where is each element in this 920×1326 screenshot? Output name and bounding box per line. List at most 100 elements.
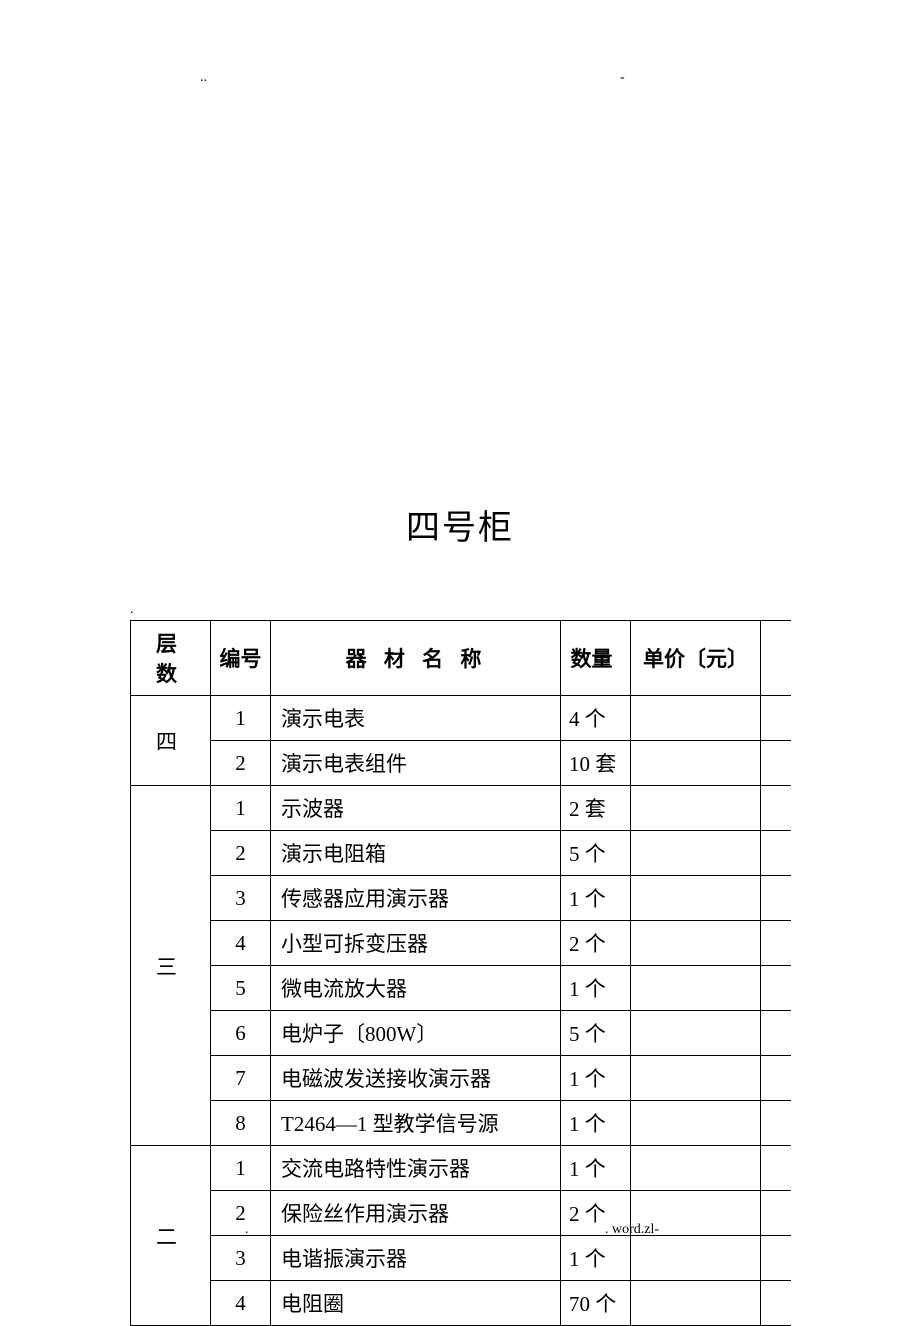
cell-qty: 2 个 bbox=[561, 921, 631, 966]
cell-level: 三 bbox=[131, 786, 211, 1146]
cell-extra bbox=[761, 966, 791, 1011]
cell-name: 示波器 bbox=[271, 786, 561, 831]
cell-price bbox=[631, 921, 761, 966]
inventory-table: 层 数 编号 器 材 名 称 数量 单价〔元〕 四1演示电表4 个2演示电表组件… bbox=[130, 620, 791, 1326]
cell-qty: 70 个 bbox=[561, 1281, 631, 1326]
table-row: 2保险丝作用演示器2 个 bbox=[131, 1191, 791, 1236]
cell-price bbox=[631, 1101, 761, 1146]
cell-qty: 10 套 bbox=[561, 741, 631, 786]
cell-qty: 1 个 bbox=[561, 876, 631, 921]
table-row: 4电阻圈70 个 bbox=[131, 1281, 791, 1326]
table-row: 二1交流电路特性演示器1 个 bbox=[131, 1146, 791, 1191]
cell-name: 电阻圈 bbox=[271, 1281, 561, 1326]
header-dot-right: - bbox=[620, 70, 625, 86]
cell-price bbox=[631, 696, 761, 741]
cell-name: 微电流放大器 bbox=[271, 966, 561, 1011]
cell-extra bbox=[761, 1191, 791, 1236]
cell-num: 2 bbox=[211, 1191, 271, 1236]
header-name: 器 材 名 称 bbox=[271, 621, 561, 696]
table-row: 8T2464—1 型教学信号源1 个 bbox=[131, 1101, 791, 1146]
cell-name: 传感器应用演示器 bbox=[271, 876, 561, 921]
cell-level: 二 bbox=[131, 1146, 211, 1326]
cell-name: 交流电路特性演示器 bbox=[271, 1146, 561, 1191]
footer-text: . word.zl- bbox=[605, 1222, 659, 1238]
cell-name: 演示电表组件 bbox=[271, 741, 561, 786]
cell-num: 4 bbox=[211, 921, 271, 966]
cell-num: 1 bbox=[211, 1146, 271, 1191]
cell-qty: 1 个 bbox=[561, 1236, 631, 1281]
cell-extra bbox=[761, 1146, 791, 1191]
cell-name: T2464—1 型教学信号源 bbox=[271, 1101, 561, 1146]
dot-above-table: . bbox=[130, 602, 134, 618]
cell-qty: 5 个 bbox=[561, 1011, 631, 1056]
inventory-table-container: 层 数 编号 器 材 名 称 数量 单价〔元〕 四1演示电表4 个2演示电表组件… bbox=[130, 620, 791, 1326]
cell-num: 3 bbox=[211, 1236, 271, 1281]
cell-qty: 4 个 bbox=[561, 696, 631, 741]
cell-num: 1 bbox=[211, 786, 271, 831]
cell-qty: 1 个 bbox=[561, 1101, 631, 1146]
header-dot-left: .. bbox=[200, 70, 207, 86]
cell-extra bbox=[761, 921, 791, 966]
cell-extra bbox=[761, 786, 791, 831]
footer-dot: . bbox=[245, 1222, 249, 1238]
cell-price bbox=[631, 1281, 761, 1326]
cell-price bbox=[631, 741, 761, 786]
header-price: 单价〔元〕 bbox=[631, 621, 761, 696]
table-row: 4小型可拆变压器2 个 bbox=[131, 921, 791, 966]
table-header-row: 层 数 编号 器 材 名 称 数量 单价〔元〕 bbox=[131, 621, 791, 696]
cell-num: 1 bbox=[211, 696, 271, 741]
cell-name: 电磁波发送接收演示器 bbox=[271, 1056, 561, 1101]
cell-price bbox=[631, 1056, 761, 1101]
cell-extra bbox=[761, 741, 791, 786]
cell-extra bbox=[761, 1236, 791, 1281]
cell-extra bbox=[761, 696, 791, 741]
cell-num: 8 bbox=[211, 1101, 271, 1146]
cell-extra bbox=[761, 1281, 791, 1326]
cell-name: 保险丝作用演示器 bbox=[271, 1191, 561, 1236]
cell-extra bbox=[761, 1011, 791, 1056]
cell-extra bbox=[761, 1056, 791, 1101]
cell-name: 小型可拆变压器 bbox=[271, 921, 561, 966]
header-extra bbox=[761, 621, 791, 696]
header-qty: 数量 bbox=[561, 621, 631, 696]
cell-price bbox=[631, 966, 761, 1011]
cell-num: 6 bbox=[211, 1011, 271, 1056]
cell-qty: 5 个 bbox=[561, 831, 631, 876]
cell-num: 5 bbox=[211, 966, 271, 1011]
table-row: 三1示波器2 套 bbox=[131, 786, 791, 831]
cell-num: 2 bbox=[211, 741, 271, 786]
table-row: 3传感器应用演示器1 个 bbox=[131, 876, 791, 921]
cell-extra bbox=[761, 831, 791, 876]
cell-num: 7 bbox=[211, 1056, 271, 1101]
cell-name: 电谐振演示器 bbox=[271, 1236, 561, 1281]
cell-num: 4 bbox=[211, 1281, 271, 1326]
cell-price bbox=[631, 1011, 761, 1056]
cell-qty: 2 套 bbox=[561, 786, 631, 831]
cell-num: 2 bbox=[211, 831, 271, 876]
table-row: 2演示电阻箱5 个 bbox=[131, 831, 791, 876]
cell-extra bbox=[761, 876, 791, 921]
cell-price bbox=[631, 1146, 761, 1191]
cell-price bbox=[631, 876, 761, 921]
header-num: 编号 bbox=[211, 621, 271, 696]
cell-name: 电炉子〔800W〕 bbox=[271, 1011, 561, 1056]
cell-extra bbox=[761, 1101, 791, 1146]
cell-name: 演示电阻箱 bbox=[271, 831, 561, 876]
table-row: 2演示电表组件10 套 bbox=[131, 741, 791, 786]
cell-level: 四 bbox=[131, 696, 211, 786]
cell-price bbox=[631, 831, 761, 876]
table-row: 6电炉子〔800W〕5 个 bbox=[131, 1011, 791, 1056]
cell-name: 演示电表 bbox=[271, 696, 561, 741]
cell-price bbox=[631, 1236, 761, 1281]
cell-qty: 1 个 bbox=[561, 966, 631, 1011]
cell-num: 3 bbox=[211, 876, 271, 921]
table-row: 四1演示电表4 个 bbox=[131, 696, 791, 741]
table-row: 7电磁波发送接收演示器1 个 bbox=[131, 1056, 791, 1101]
cell-qty: 1 个 bbox=[561, 1146, 631, 1191]
cell-price bbox=[631, 786, 761, 831]
cell-qty: 1 个 bbox=[561, 1056, 631, 1101]
table-row: 3电谐振演示器1 个 bbox=[131, 1236, 791, 1281]
table-row: 5微电流放大器1 个 bbox=[131, 966, 791, 1011]
page-title: 四号柜 bbox=[0, 500, 920, 549]
header-level: 层 数 bbox=[131, 621, 211, 696]
